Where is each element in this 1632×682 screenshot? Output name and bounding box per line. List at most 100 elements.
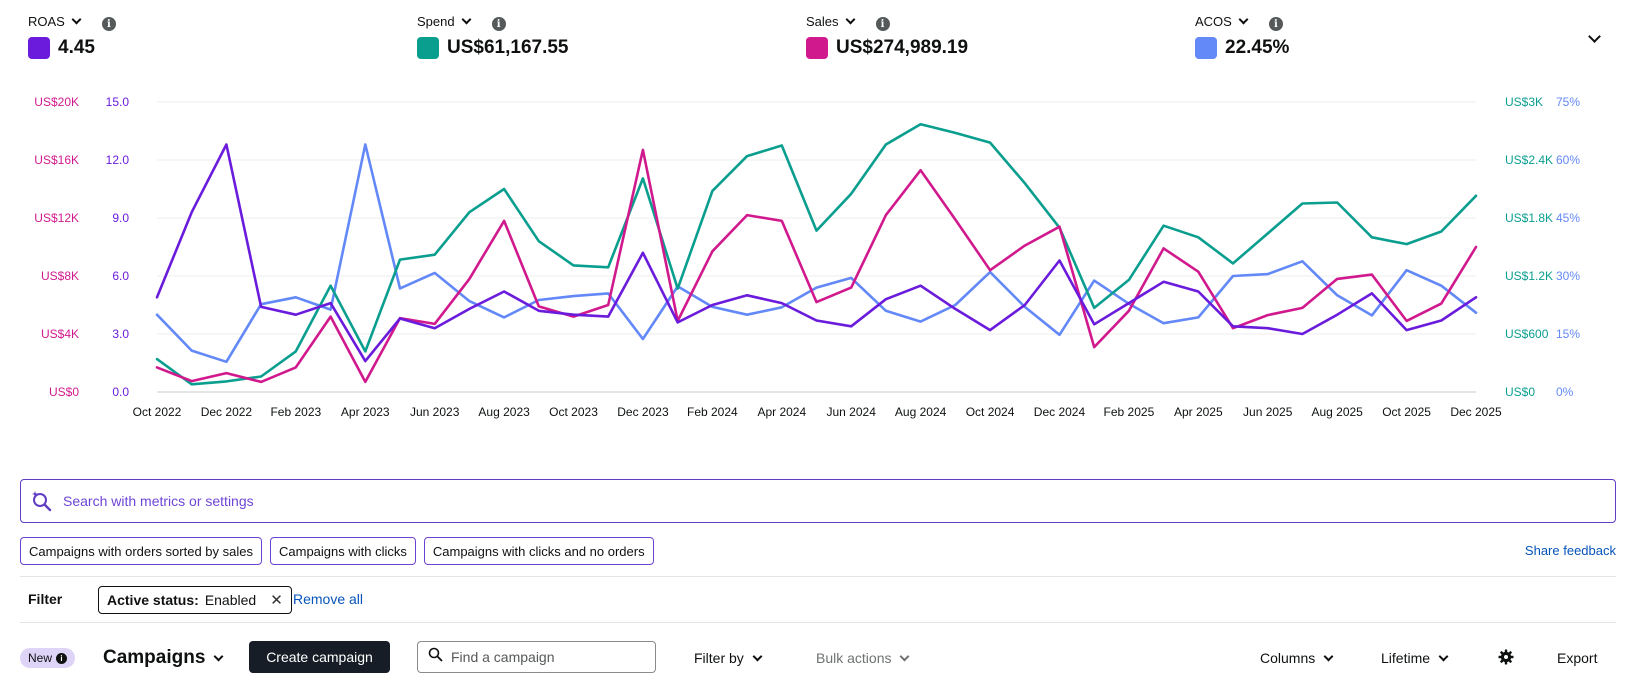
roas-axis-tick-label: 0.0 <box>112 385 129 399</box>
x-axis-tick-label: Aug 2023 <box>478 405 530 419</box>
roas-axis-tick-label: 6.0 <box>112 269 129 283</box>
metric-selector[interactable]: Spend i <box>417 12 777 31</box>
search-icon <box>428 647 443 667</box>
spend-axis-tick-label: US$1.8K <box>1505 211 1553 225</box>
acos-axis-tick-label: 0% <box>1556 385 1574 399</box>
series-line-spend <box>155 122 1478 386</box>
chevron-down-icon <box>71 14 82 24</box>
metric-selector[interactable]: Sales i <box>806 12 1166 31</box>
roas-axis-tick-label: 12.0 <box>106 153 130 167</box>
metric-label: Spend <box>417 13 455 29</box>
filter-by-label: Filter by <box>694 650 744 666</box>
metric-selector[interactable]: ACOS i <box>1195 12 1555 31</box>
info-icon: i <box>56 652 68 664</box>
acos-axis-tick-label: 45% <box>1556 211 1580 225</box>
filter-value: Enabled <box>204 592 257 608</box>
performance-line-chart: US$0 US$4K US$8K US$12K US$16K US$20K 0.0 3.0 6.… <box>34 95 1580 419</box>
campaigns-dropdown[interactable]: Campaigns <box>103 647 224 669</box>
spend-axis-tick-label: US$600 <box>1505 327 1549 341</box>
chevron-down-icon <box>1323 651 1334 661</box>
metric-roas[interactable]: ROAS i 4.45 <box>28 12 388 59</box>
chip-campaigns-with-clicks[interactable]: Campaigns with clicks <box>270 537 416 565</box>
suggested-queries: Campaigns with orders sorted by sales Ca… <box>20 537 654 565</box>
x-axis-tick-label: Oct 2025 <box>1382 405 1431 419</box>
metric-value: US$274,989.19 <box>836 37 969 58</box>
color-swatch <box>417 37 439 59</box>
metric-selector[interactable]: ROAS i <box>28 12 388 31</box>
filter-label: Filter <box>28 591 63 607</box>
sales-axis-tick-label: US$20K <box>34 95 79 109</box>
create-campaign-button[interactable]: Create campaign <box>249 641 390 673</box>
new-badge-label: New <box>28 651 53 665</box>
metric-spend[interactable]: Spend i US$61,167.55 <box>417 12 777 59</box>
x-axis-tick-label: Jun 2023 <box>410 405 460 419</box>
page-title: Campaigns <box>103 647 206 668</box>
share-feedback-link[interactable]: Share feedback <box>1524 543 1616 558</box>
x-axis-tick-label: Feb 2024 <box>687 405 738 419</box>
chevron-down-icon <box>1438 651 1449 661</box>
sales-axis-tick-label: US$12K <box>34 211 79 225</box>
date-range-dropdown[interactable]: Lifetime <box>1381 650 1449 666</box>
x-axis-tick-label: Dec 2023 <box>617 405 669 419</box>
x-axis-tick-label: Dec 2022 <box>201 405 253 419</box>
spend-axis-tick-label: US$0 <box>1505 385 1535 399</box>
spend-axis-tick-label: US$1.2K <box>1505 269 1553 283</box>
columns-dropdown[interactable]: Columns <box>1260 650 1334 666</box>
metrics-search-box[interactable] <box>20 479 1616 523</box>
x-axis-tick-label: Apr 2024 <box>757 405 806 419</box>
x-axis-tick-label: Feb 2025 <box>1104 405 1155 419</box>
roas-axis-tick-label: 3.0 <box>112 327 129 341</box>
color-swatch <box>1195 37 1217 59</box>
chevron-down-icon <box>900 651 910 661</box>
remove-all-filters-link[interactable]: Remove all <box>293 591 364 607</box>
divider <box>20 576 1616 577</box>
active-filter-pill[interactable]: Active status: Enabled ✕ <box>98 586 292 614</box>
columns-label: Columns <box>1260 650 1316 666</box>
filter-by-dropdown[interactable]: Filter by <box>694 650 763 666</box>
metric-label: Sales <box>806 13 839 29</box>
metric-sales[interactable]: Sales i US$274,989.19 <box>806 12 1166 59</box>
sales-axis-tick-label: US$0 <box>49 385 79 399</box>
x-axis-tick-label: Jun 2024 <box>827 405 877 419</box>
x-axis-tick-label: Dec 2025 <box>1450 405 1502 419</box>
bulk-actions-label: Bulk actions <box>816 650 892 666</box>
chevron-down-icon <box>1238 14 1249 24</box>
find-campaign-input[interactable] <box>451 649 641 665</box>
new-badge[interactable]: New i <box>20 648 76 668</box>
x-axis-tick-label: Oct 2023 <box>549 405 598 419</box>
metric-acos[interactable]: ACOS i 22.45% <box>1195 12 1555 59</box>
gear-icon[interactable] <box>1498 649 1514 665</box>
close-icon[interactable]: ✕ <box>270 592 283 609</box>
sales-axis-tick-label: US$4K <box>41 327 79 341</box>
series-line-acos <box>155 143 1478 364</box>
x-axis-tick-label: Aug 2024 <box>895 405 947 419</box>
info-icon[interactable]: i <box>1268 17 1283 31</box>
chip-clicks-no-orders[interactable]: Campaigns with clicks and no orders <box>423 537 654 565</box>
info-icon[interactable]: i <box>101 17 116 31</box>
export-button[interactable]: Export <box>1557 650 1598 666</box>
sales-axis-tick-label: US$16K <box>34 153 79 167</box>
x-axis-tick-label: Oct 2022 <box>133 405 182 419</box>
chip-orders-sorted-by-sales[interactable]: Campaigns with orders sorted by sales <box>20 537 262 565</box>
bulk-actions-dropdown[interactable]: Bulk actions <box>816 650 910 666</box>
collapse-chart-chevron-icon[interactable] <box>1588 30 1601 43</box>
metric-label: ACOS <box>1195 13 1232 29</box>
date-range-label: Lifetime <box>1381 650 1431 666</box>
metrics-search-input[interactable] <box>63 493 1615 509</box>
metric-label: ROAS <box>28 13 65 29</box>
metric-value: US$61,167.55 <box>447 37 569 58</box>
x-axis-tick-label: Apr 2023 <box>341 405 390 419</box>
x-axis-tick-label: Oct 2024 <box>966 405 1015 419</box>
sparkle-search-icon <box>21 480 63 522</box>
color-swatch <box>806 37 828 59</box>
divider <box>20 622 1616 623</box>
color-swatch <box>28 37 50 59</box>
acos-axis-tick-label: 75% <box>1556 95 1580 109</box>
acos-axis-tick-label: 15% <box>1556 327 1580 341</box>
find-campaign-box[interactable] <box>417 641 656 673</box>
chevron-down-icon <box>752 651 763 661</box>
info-icon[interactable]: i <box>491 17 506 31</box>
acos-axis-tick-label: 30% <box>1556 269 1580 283</box>
acos-axis-tick-label: 60% <box>1556 153 1580 167</box>
info-icon[interactable]: i <box>875 17 890 31</box>
